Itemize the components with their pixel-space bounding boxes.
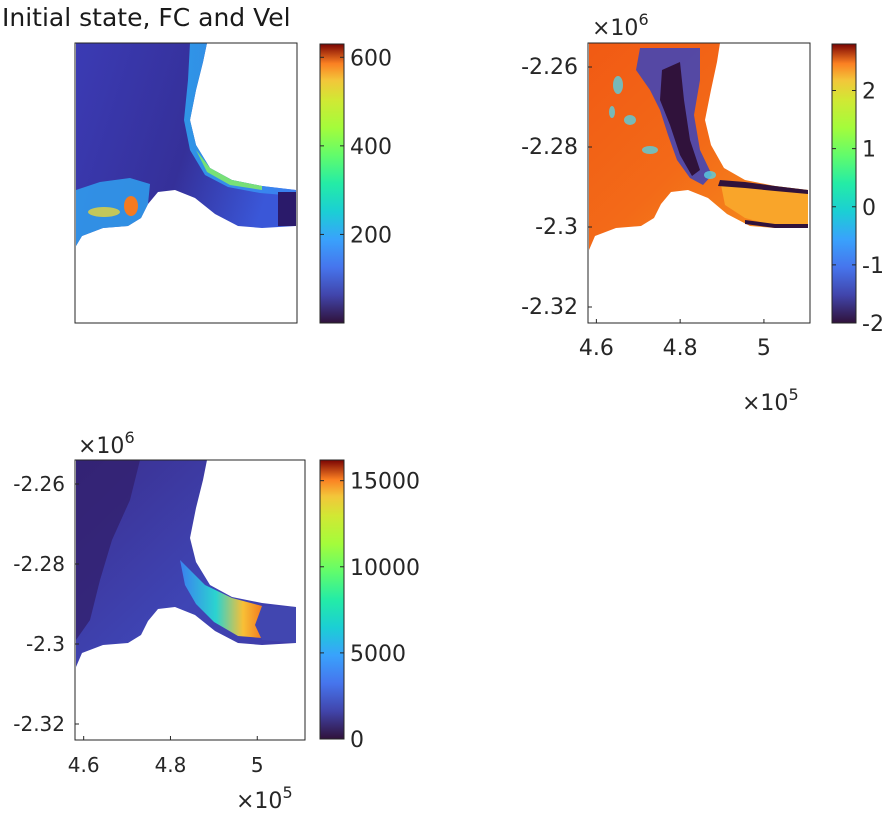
hotspot-2 xyxy=(88,207,120,217)
panel-1: 200 400 600 xyxy=(74,42,392,324)
axes-box-3 xyxy=(74,459,306,741)
x-tick-label: 4.8 xyxy=(155,753,187,777)
y-tick-label: -2.26 xyxy=(13,472,65,496)
shear-patches-2 xyxy=(609,76,716,179)
y-tick-label: -2.3 xyxy=(535,215,578,240)
colorbar-tick-label: 15000 xyxy=(350,470,420,495)
y-tick-label: -2.28 xyxy=(13,552,65,576)
axes-box-1 xyxy=(74,42,298,324)
colorbar-tick-label: 5000 xyxy=(350,642,406,667)
p2-y-exponent: ×106 xyxy=(592,10,649,41)
fast-flow-3 xyxy=(180,560,270,638)
y-tick-label: -2.26 xyxy=(521,55,578,80)
colorbar-tick-label: 200 xyxy=(350,223,392,248)
x-tick-label: 4.6 xyxy=(579,336,614,361)
stream-margin-b-2 xyxy=(745,220,808,228)
panel-3: -2.26 -2.28 -2.3 -2.32 4.6 4.8 5 0 5000 10000 15… xyxy=(13,459,420,777)
green-margin-1 xyxy=(196,150,262,190)
p3-x-exponent: ×105 xyxy=(236,783,293,814)
hotspot-1 xyxy=(124,196,138,216)
x-tick-label: 5 xyxy=(757,336,771,361)
slow-interior-3 xyxy=(76,460,140,640)
colorbar-tick-label: 1 xyxy=(862,138,876,163)
colorbar-tick-label: -1 xyxy=(862,254,884,279)
colorbar-2 xyxy=(831,43,857,324)
y-tick-label: -2.32 xyxy=(521,295,578,320)
y-tick-label: -2.3 xyxy=(26,632,65,656)
colorbar-tick-label: 0 xyxy=(862,196,876,221)
p3-y-exponent: ×106 xyxy=(78,428,135,459)
colorbar-tick-label: -2 xyxy=(862,312,884,337)
y-tick-label: -2.32 xyxy=(13,712,65,736)
colorbar-tick-label: 600 xyxy=(350,46,392,71)
colorbar-1 xyxy=(319,43,345,324)
colorbar-tick-label: 400 xyxy=(350,135,392,160)
colorbar-3 xyxy=(319,459,345,740)
shear-core-2 xyxy=(660,62,700,176)
x-tick-label: 4.6 xyxy=(68,753,100,777)
axes-box-2 xyxy=(587,42,811,324)
colorbar-tick-label: 0 xyxy=(350,728,364,753)
outlet-1 xyxy=(278,192,296,226)
x-tick-label: 5 xyxy=(251,753,264,777)
y-tick-label: -2.28 xyxy=(521,135,578,160)
stream-margin-2 xyxy=(718,180,808,194)
colorbar-tick-label: 2 xyxy=(862,80,876,105)
colorbar-tick-label: 10000 xyxy=(350,556,420,581)
fast-edge-1 xyxy=(184,43,296,196)
x-tick-label: 4.8 xyxy=(663,336,698,361)
figure-title: Initial state, FC and Vel xyxy=(2,3,291,32)
outlet-3 xyxy=(255,606,296,643)
panel-2: -2.26 -2.28 -2.3 -2.32 4.6 4.8 5 -2 -1 0 1 2 xyxy=(521,42,884,361)
p2-x-exponent: ×105 xyxy=(742,385,799,416)
